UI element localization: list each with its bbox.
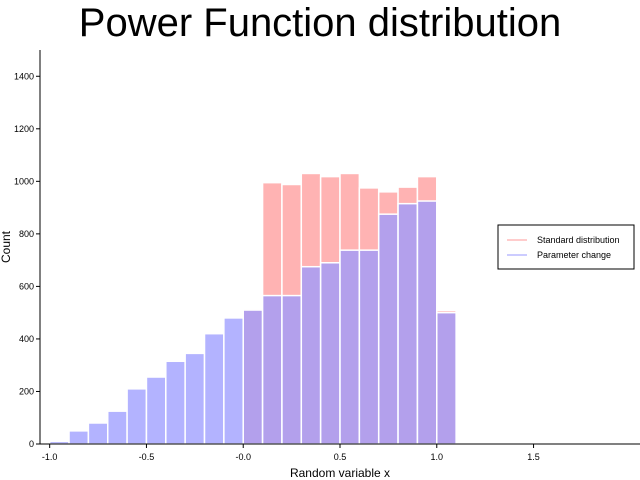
bar-parameter [377,213,399,445]
y-tick-label: 800 [19,229,34,239]
x-axis-label: Random variable x [290,466,390,480]
bar-parameter [184,352,206,445]
y-axis-label: Count [0,230,13,263]
legend-label-parameter: Parameter change [537,250,611,260]
bars-layer [48,172,457,445]
legend-frame [497,224,635,270]
y-tick-label: 600 [19,281,34,291]
y-tick-label: 1400 [14,71,34,81]
x-ticks: -1.0 -0.5 -0.0 0.5 1.0 1.5 [42,444,540,462]
bar-parameter [261,294,283,445]
x-tick-label: 1.5 [527,452,540,462]
y-ticks: 0 200 400 600 800 1000 1200 1400 [14,71,40,449]
bar-parameter [397,202,419,445]
y-tick-label: 400 [19,334,34,344]
bar-parameter [223,317,244,445]
x-tick-label: -0.5 [139,452,155,462]
bar-parameter [242,309,264,445]
bar-parameter [68,430,90,445]
bar-parameter [145,376,167,445]
y-tick-label: 0 [29,439,34,449]
bar-parameter [358,249,380,445]
chart-title: Power Function distribution [78,1,562,45]
x-tick-label: 1.0 [431,452,444,462]
y-tick-label: 1000 [14,176,34,186]
bar-parameter [339,249,361,445]
bar-parameter [106,410,128,445]
bar-parameter [165,360,186,445]
legend: Standard distribution Parameter change [497,224,635,270]
bar-parameter [300,265,322,445]
x-tick-label: -0.0 [235,452,251,462]
y-tick-label: 200 [19,386,34,396]
bar-parameter [416,200,438,445]
x-tick-label: 0.5 [334,452,347,462]
y-tick-label: 1200 [14,124,34,134]
bar-parameter [319,262,341,445]
bar-parameter [126,388,148,445]
bar-parameter [436,311,457,445]
bar-parameter [203,332,225,445]
bar-parameter [281,294,303,445]
x-tick-label: -1.0 [42,452,58,462]
bar-parameter [87,422,109,445]
legend-label-standard: Standard distribution [537,235,620,245]
